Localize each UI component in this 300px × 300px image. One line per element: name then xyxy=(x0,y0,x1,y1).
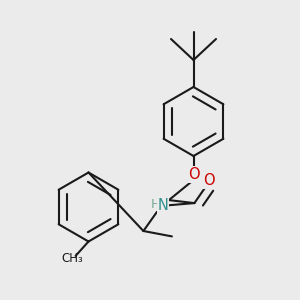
Text: N: N xyxy=(158,198,168,213)
Text: H: H xyxy=(151,198,160,211)
Text: CH₃: CH₃ xyxy=(61,252,83,266)
Text: O: O xyxy=(204,173,215,188)
Text: O: O xyxy=(188,167,199,182)
